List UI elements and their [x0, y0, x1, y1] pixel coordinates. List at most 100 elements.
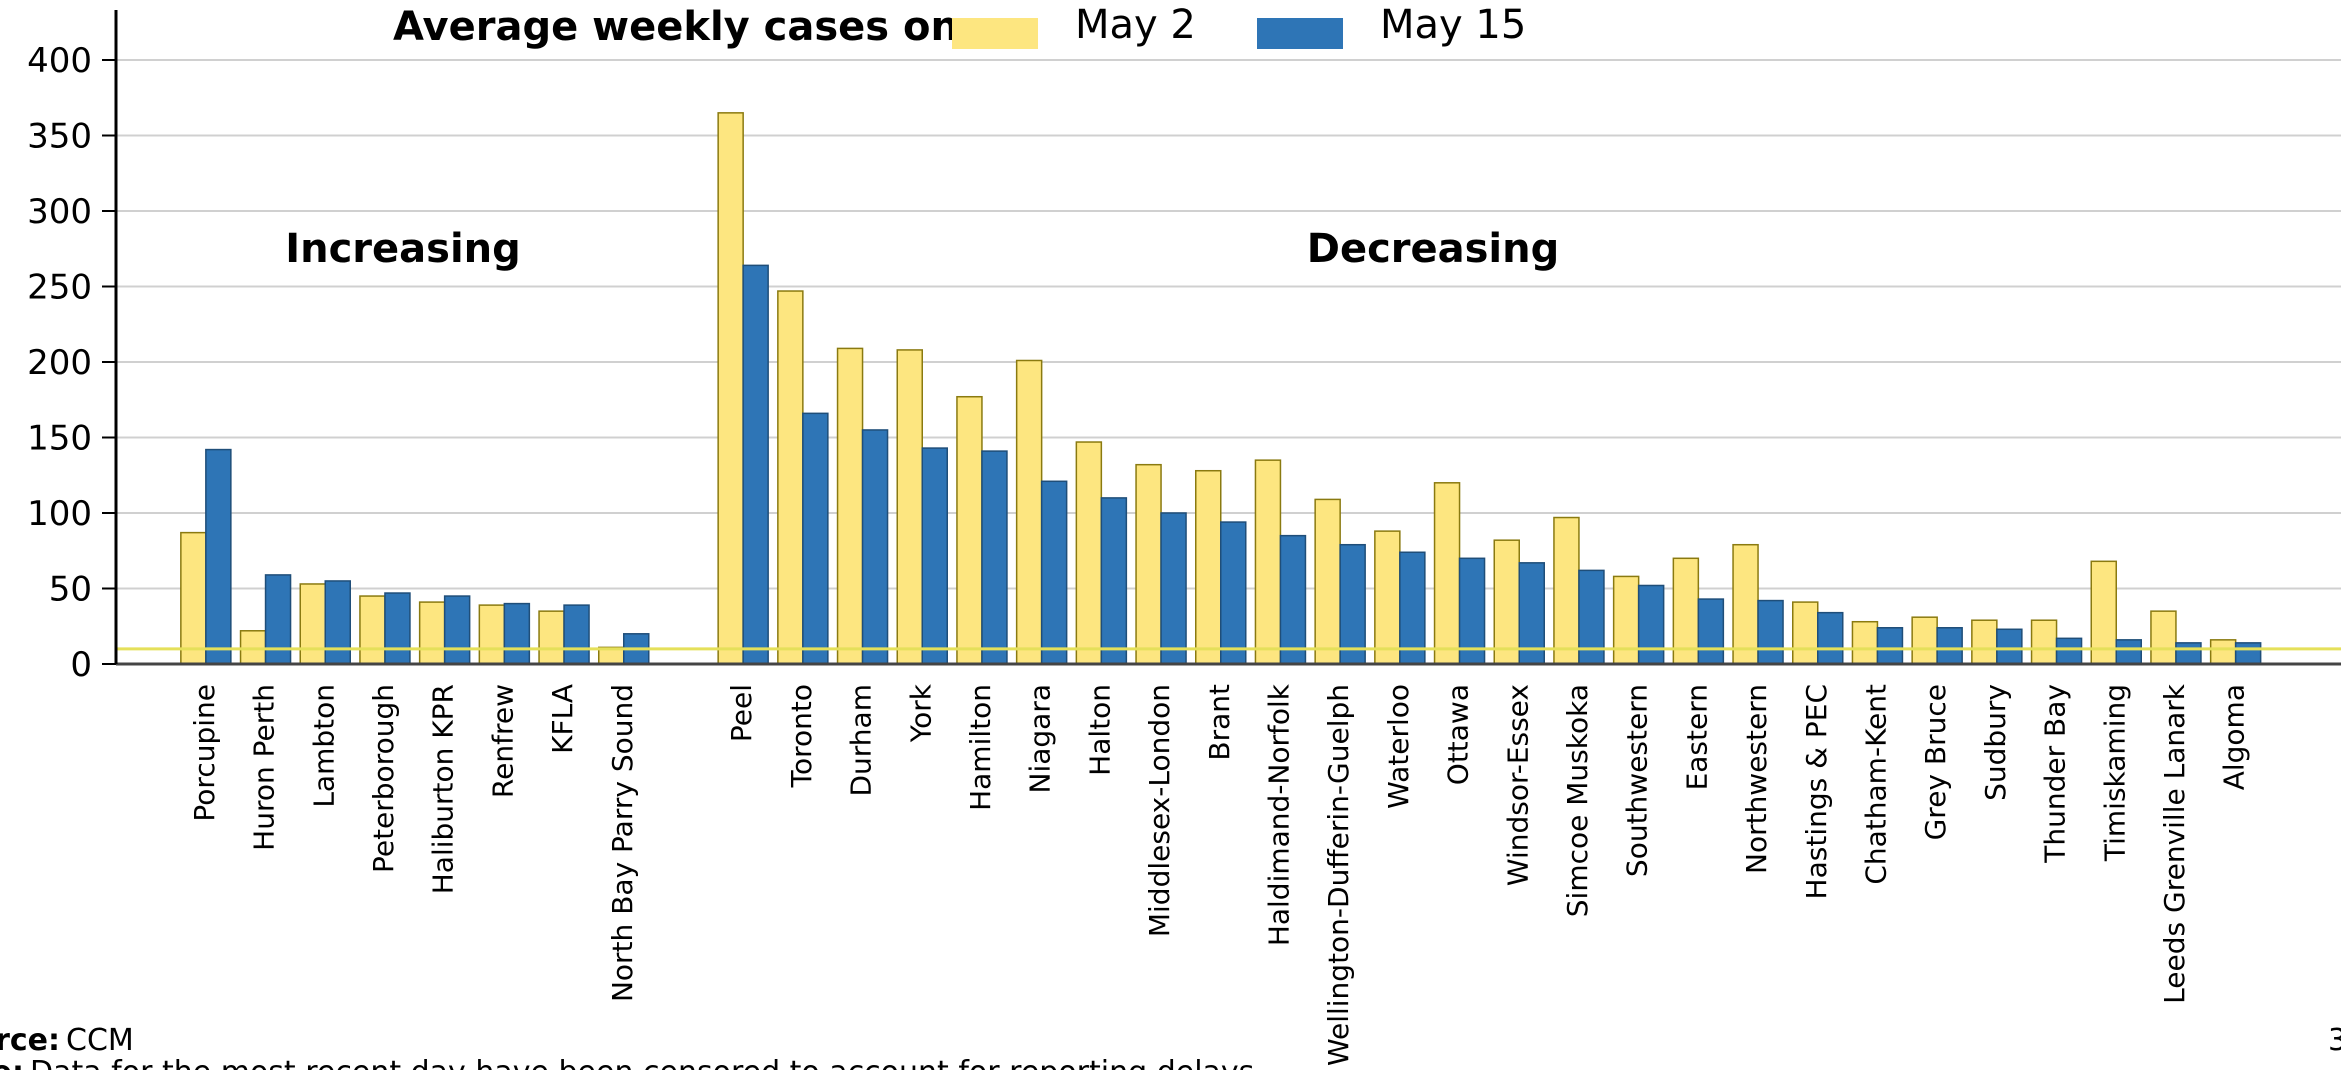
legend-swatch	[1257, 18, 1343, 49]
bar	[1040, 480, 1068, 665]
source-label: Source:	[0, 1023, 60, 1058]
y-tick-label: 350	[27, 117, 92, 157]
x-tick-label: Toronto	[785, 684, 818, 788]
x-tick-label: Ottawa	[1442, 684, 1475, 785]
bar	[299, 583, 326, 665]
bar	[1160, 512, 1187, 665]
y-tick-label: 400	[27, 41, 92, 81]
bar	[777, 290, 804, 665]
x-tick-label: Southwestern	[1621, 684, 1654, 877]
bar	[1493, 539, 1520, 665]
bar	[1279, 534, 1307, 665]
x-tick-label: Hamilton	[964, 684, 997, 811]
x-tick-label: Thunder Bay	[2039, 684, 2072, 864]
bar	[1518, 562, 1545, 665]
x-tick-label: Haliburton KPR	[427, 684, 460, 894]
x-tick-label: Chatham-Kent	[1859, 684, 1892, 885]
bar	[1936, 627, 1963, 665]
bar	[1697, 598, 1725, 665]
bar	[1314, 498, 1341, 665]
bar	[921, 447, 948, 665]
x-tick-label: Sudbury	[1979, 684, 2012, 801]
x-tick-label: Lambton	[307, 684, 340, 808]
x-tick-label: Grey Bruce	[1919, 684, 1952, 840]
bar	[896, 349, 923, 665]
bar	[1637, 584, 1665, 665]
bar	[239, 630, 267, 665]
x-tick-label: Huron Perth	[248, 684, 281, 851]
bar	[1851, 620, 1879, 665]
x-tick-label: Northwestern	[1740, 684, 1773, 874]
legend-label: May 2	[1075, 2, 1196, 48]
bar	[1732, 543, 1759, 665]
bar	[359, 595, 386, 665]
bar	[1195, 469, 1222, 665]
legend-label: May 15	[1380, 2, 1526, 48]
bar	[205, 448, 232, 665]
bar	[2234, 642, 2262, 665]
x-tick-label: Niagara	[1024, 684, 1057, 793]
bar	[1220, 521, 1247, 665]
bar	[802, 412, 829, 665]
bar	[1075, 441, 1103, 665]
x-tick-label: Algoma	[2218, 684, 2251, 790]
page-number: 3	[2328, 1023, 2341, 1058]
bar	[538, 610, 565, 665]
x-tick-label: Halton	[1083, 684, 1116, 776]
bar	[563, 604, 590, 665]
bar	[2030, 619, 2058, 665]
legend-swatch	[952, 18, 1038, 49]
bar	[1817, 611, 1844, 665]
source: CCM	[66, 1023, 134, 1058]
bar	[1254, 459, 1282, 665]
bar	[742, 264, 769, 665]
x-tick-label: Haldimand-Norfolk	[1262, 683, 1295, 946]
bar	[1433, 482, 1461, 665]
x-tick-label: Windsor-Essex	[1501, 684, 1534, 886]
bar	[2209, 639, 2237, 665]
y-tick-label: 0	[70, 645, 92, 685]
y-tick-label: 200	[27, 343, 92, 383]
bar	[981, 450, 1008, 665]
x-tick-label: Brant	[1203, 684, 1236, 761]
y-tick-label: 150	[27, 419, 92, 459]
bar	[956, 395, 983, 665]
y-tick-label: 250	[27, 268, 92, 308]
bar	[1911, 616, 1938, 665]
bar	[836, 347, 864, 665]
bar	[2175, 642, 2202, 665]
x-tick-label: Hastings & PEC	[1800, 684, 1833, 899]
legend-title: Average weekly cases on:	[393, 4, 975, 50]
bar	[1876, 627, 1904, 665]
bar	[418, 601, 446, 665]
bar	[1100, 497, 1128, 665]
bar	[1996, 628, 2023, 665]
bar	[180, 531, 207, 665]
bar	[503, 602, 531, 665]
y-tick-label: 50	[49, 570, 92, 610]
bar	[324, 580, 351, 665]
bar	[1672, 557, 1700, 665]
bar	[478, 604, 506, 665]
annotation: Increasing	[285, 226, 521, 272]
bar	[443, 595, 471, 665]
bar	[861, 429, 889, 665]
x-tick-label: Wellington-Dufferin-Guelph	[1322, 684, 1355, 1066]
x-tick-label: Simcoe Muskoka	[1561, 684, 1594, 917]
x-tick-label: North Bay Parry Sound	[606, 684, 639, 1002]
note-label: Note:	[0, 1055, 24, 1070]
x-tick-label: Waterloo	[1382, 684, 1415, 809]
bar	[1399, 551, 1426, 665]
y-tick-label: 300	[27, 192, 92, 232]
x-tick-label: KFLA	[546, 684, 579, 754]
x-tick-label: Durham	[845, 684, 878, 797]
y-tick-label: 100	[27, 494, 92, 534]
x-tick-label: Peterborough	[367, 684, 400, 873]
x-tick-label: Eastern	[1680, 684, 1713, 790]
annotation: Decreasing	[1307, 226, 1560, 272]
bar	[1339, 543, 1366, 665]
bar	[2055, 637, 2083, 665]
x-tick-label: Leeds Grenville Lanark	[2158, 683, 2191, 1004]
